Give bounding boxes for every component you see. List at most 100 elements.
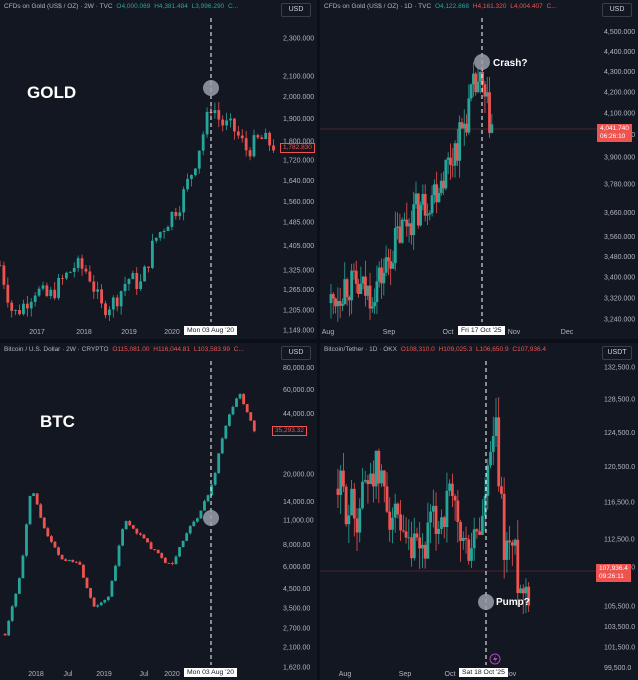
candle	[231, 405, 235, 416]
symbol-name[interactable]: Bitcoin / U.S. Dollar · 2W · CRYPTO	[4, 346, 109, 353]
symbol-name[interactable]: Bitcoin/Tether · 1D · OKX	[324, 346, 397, 353]
y-tick-label: 1,205.000	[283, 307, 314, 314]
y-tick-label: 6,000.00	[283, 564, 310, 571]
candle	[524, 578, 528, 614]
candle	[405, 202, 409, 237]
candle	[480, 499, 484, 536]
candle	[329, 284, 333, 319]
candle	[491, 416, 495, 466]
candle	[178, 546, 181, 558]
symbol-name[interactable]: CFDs on Gold (US$ / OZ) · 2W · TVC	[4, 3, 113, 10]
ohlc-open: O108,310.0	[400, 346, 435, 353]
currency-button[interactable]: USDT	[602, 346, 632, 360]
candle	[171, 561, 174, 566]
candle	[415, 527, 419, 542]
symbol-name[interactable]: CFDs on Gold (US$ / OZ) · 1D · TVC	[324, 3, 432, 10]
lightning-icon[interactable]	[489, 653, 501, 665]
candle	[469, 83, 473, 102]
currency-button[interactable]: USD	[281, 3, 311, 17]
candle	[245, 404, 249, 413]
price-chart[interactable]: 4,500.000 4,400.000 4,300.000 4,200.000 4,10…	[320, 0, 638, 339]
candle	[446, 152, 450, 175]
panel-title: CFDs on Gold (US$ / OZ) · 1D · TVC O4,12…	[324, 3, 557, 10]
candle	[104, 300, 107, 319]
candle	[350, 263, 354, 315]
candle	[432, 179, 436, 204]
candle	[224, 425, 228, 440]
candle	[434, 492, 438, 551]
candle	[429, 504, 432, 544]
candle	[42, 517, 46, 529]
candle	[192, 520, 196, 527]
candle	[475, 528, 479, 539]
candle	[39, 502, 43, 519]
candle	[35, 493, 39, 506]
candle	[64, 557, 68, 562]
candle	[485, 76, 489, 104]
last-price-label: 35,293.32	[272, 426, 307, 436]
candle	[474, 71, 478, 96]
x-tick-label: Jul	[64, 671, 73, 678]
chart-panel-gold-2w: CFDs on Gold (US$ / OZ) · 2W · TVC O4,00…	[0, 0, 317, 339]
x-tick-label: Oct	[445, 671, 456, 678]
ohlc-high: H4,381.484	[154, 3, 188, 10]
y-tick-label: 2,300.000	[283, 35, 314, 42]
candle	[142, 533, 146, 539]
y-tick-label: 2,100.00	[283, 645, 310, 652]
y-tick-label: 4,200.000	[604, 89, 635, 96]
y-tick-label: 1,149.000	[283, 328, 314, 335]
x-tick-label: 2018	[28, 671, 44, 678]
candle	[128, 519, 132, 527]
candle	[10, 300, 14, 318]
panel-title: Bitcoin / U.S. Dollar · 2W · CRYPTO O115…	[4, 346, 244, 353]
x-tick-label: 2019	[121, 329, 137, 336]
highlight-marker	[203, 80, 219, 96]
candle	[467, 84, 471, 135]
candle	[385, 472, 389, 514]
candle	[156, 549, 160, 554]
y-tick-label: 4,300.000	[604, 69, 635, 76]
ohlc-low: L3,996.290	[191, 3, 225, 10]
currency-button[interactable]: USD	[602, 3, 632, 17]
price-chart[interactable]: 80,000.00 60,000.00 44,000.00 20,000.00 14,0…	[0, 343, 317, 680]
candle	[445, 472, 449, 543]
candle	[352, 263, 356, 280]
candle	[78, 560, 82, 565]
candle	[527, 582, 531, 612]
price-chart[interactable]: 2,300.000 2,100.000 2,000.000 1,900.000 1,80…	[0, 0, 317, 339]
candle	[500, 476, 503, 499]
y-tick-label: 2,100.000	[283, 74, 314, 81]
candle	[150, 233, 154, 270]
candle	[121, 528, 124, 547]
candle	[393, 493, 397, 533]
candle	[178, 206, 182, 220]
y-tick-label: 14,000.00	[283, 499, 314, 506]
x-tick-label: 2018	[76, 329, 92, 336]
candle	[213, 102, 217, 119]
candle	[478, 71, 482, 94]
candle	[357, 278, 360, 298]
candle	[240, 129, 244, 143]
candle	[377, 261, 381, 288]
candle	[358, 498, 362, 543]
currency-button[interactable]: USD	[281, 346, 311, 360]
candle	[442, 171, 445, 195]
candle	[421, 184, 425, 211]
y-tick-label: 60,000.00	[283, 387, 314, 394]
x-tick-label: Nov	[504, 671, 517, 678]
ohlc-open: O4,122.868	[434, 3, 469, 10]
candle	[14, 593, 18, 608]
x-tick-label: 2020	[164, 671, 180, 678]
y-tick-label: 101,500.0	[604, 644, 635, 651]
candle	[470, 532, 473, 569]
candle	[369, 462, 373, 485]
price-chart[interactable]: 132,500.0 128,500.0 124,500.0 120,500.0 116,…	[320, 343, 638, 680]
candle	[272, 139, 275, 153]
candle	[476, 68, 480, 94]
candle	[431, 489, 435, 528]
candle	[435, 171, 439, 214]
candle	[459, 519, 462, 562]
candle	[354, 260, 358, 293]
candle	[252, 129, 256, 158]
candle	[416, 193, 420, 229]
